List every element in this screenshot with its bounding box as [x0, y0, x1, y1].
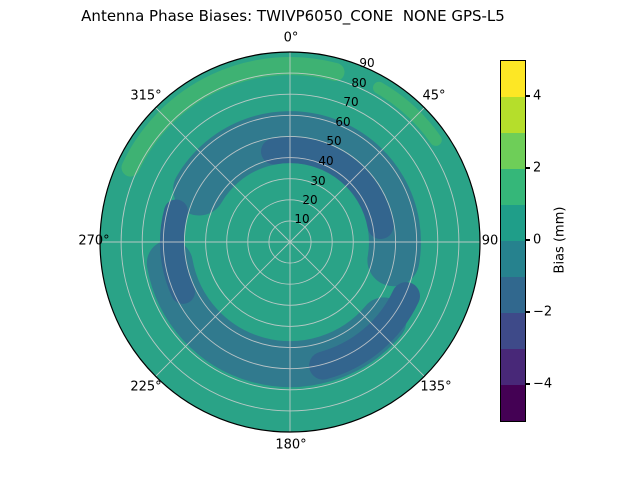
theta-tick-135: 135° — [420, 379, 452, 395]
r-tick-80: 80 — [351, 76, 367, 90]
colorbar-tick-neg2 — [526, 311, 530, 313]
theta-tick-180: 180° — [275, 437, 307, 453]
colorbar-ticklabel-4: 4 — [533, 88, 542, 104]
theta-tick-90: 90 — [481, 233, 499, 249]
polar-plot — [80, 32, 500, 452]
r-tick-90: 90 — [359, 56, 375, 70]
colorbar-ticklabel-neg2: −2 — [533, 304, 553, 320]
theta-tick-315: 315° — [130, 88, 162, 104]
r-tick-40: 40 — [318, 154, 334, 168]
theta-tick-270: 270° — [78, 233, 110, 249]
r-tick-70: 70 — [343, 95, 359, 109]
r-tick-10: 10 — [294, 212, 310, 226]
colorbar-tick-0 — [526, 239, 530, 241]
chart-title: Antenna Phase Biases: TWIVP6050_CONE NON… — [81, 7, 505, 25]
r-tick-30: 30 — [310, 174, 326, 188]
colorbar — [500, 60, 526, 422]
theta-tick-45: 45° — [422, 88, 446, 104]
r-tick-20: 20 — [302, 193, 318, 207]
colorbar-tick-4 — [526, 95, 530, 97]
r-tick-60: 60 — [335, 115, 351, 129]
polar-spine — [99, 51, 481, 433]
polar-contour-svg — [99, 51, 481, 433]
r-tick-50: 50 — [326, 134, 342, 148]
colorbar-ticklabel-neg4: −4 — [533, 376, 553, 392]
theta-tick-0: 0° — [283, 30, 299, 46]
polar-grid — [100, 52, 480, 432]
colorbar-axis-label: Bias (mm) — [552, 206, 568, 274]
colorbar-ticklabel-2: 2 — [533, 160, 542, 176]
theta-tick-225: 225° — [130, 379, 162, 395]
colorbar-ticklabel-0: 0 — [533, 232, 542, 248]
colorbar-tick-2 — [526, 167, 530, 169]
colorbar-tick-neg4 — [526, 383, 530, 385]
